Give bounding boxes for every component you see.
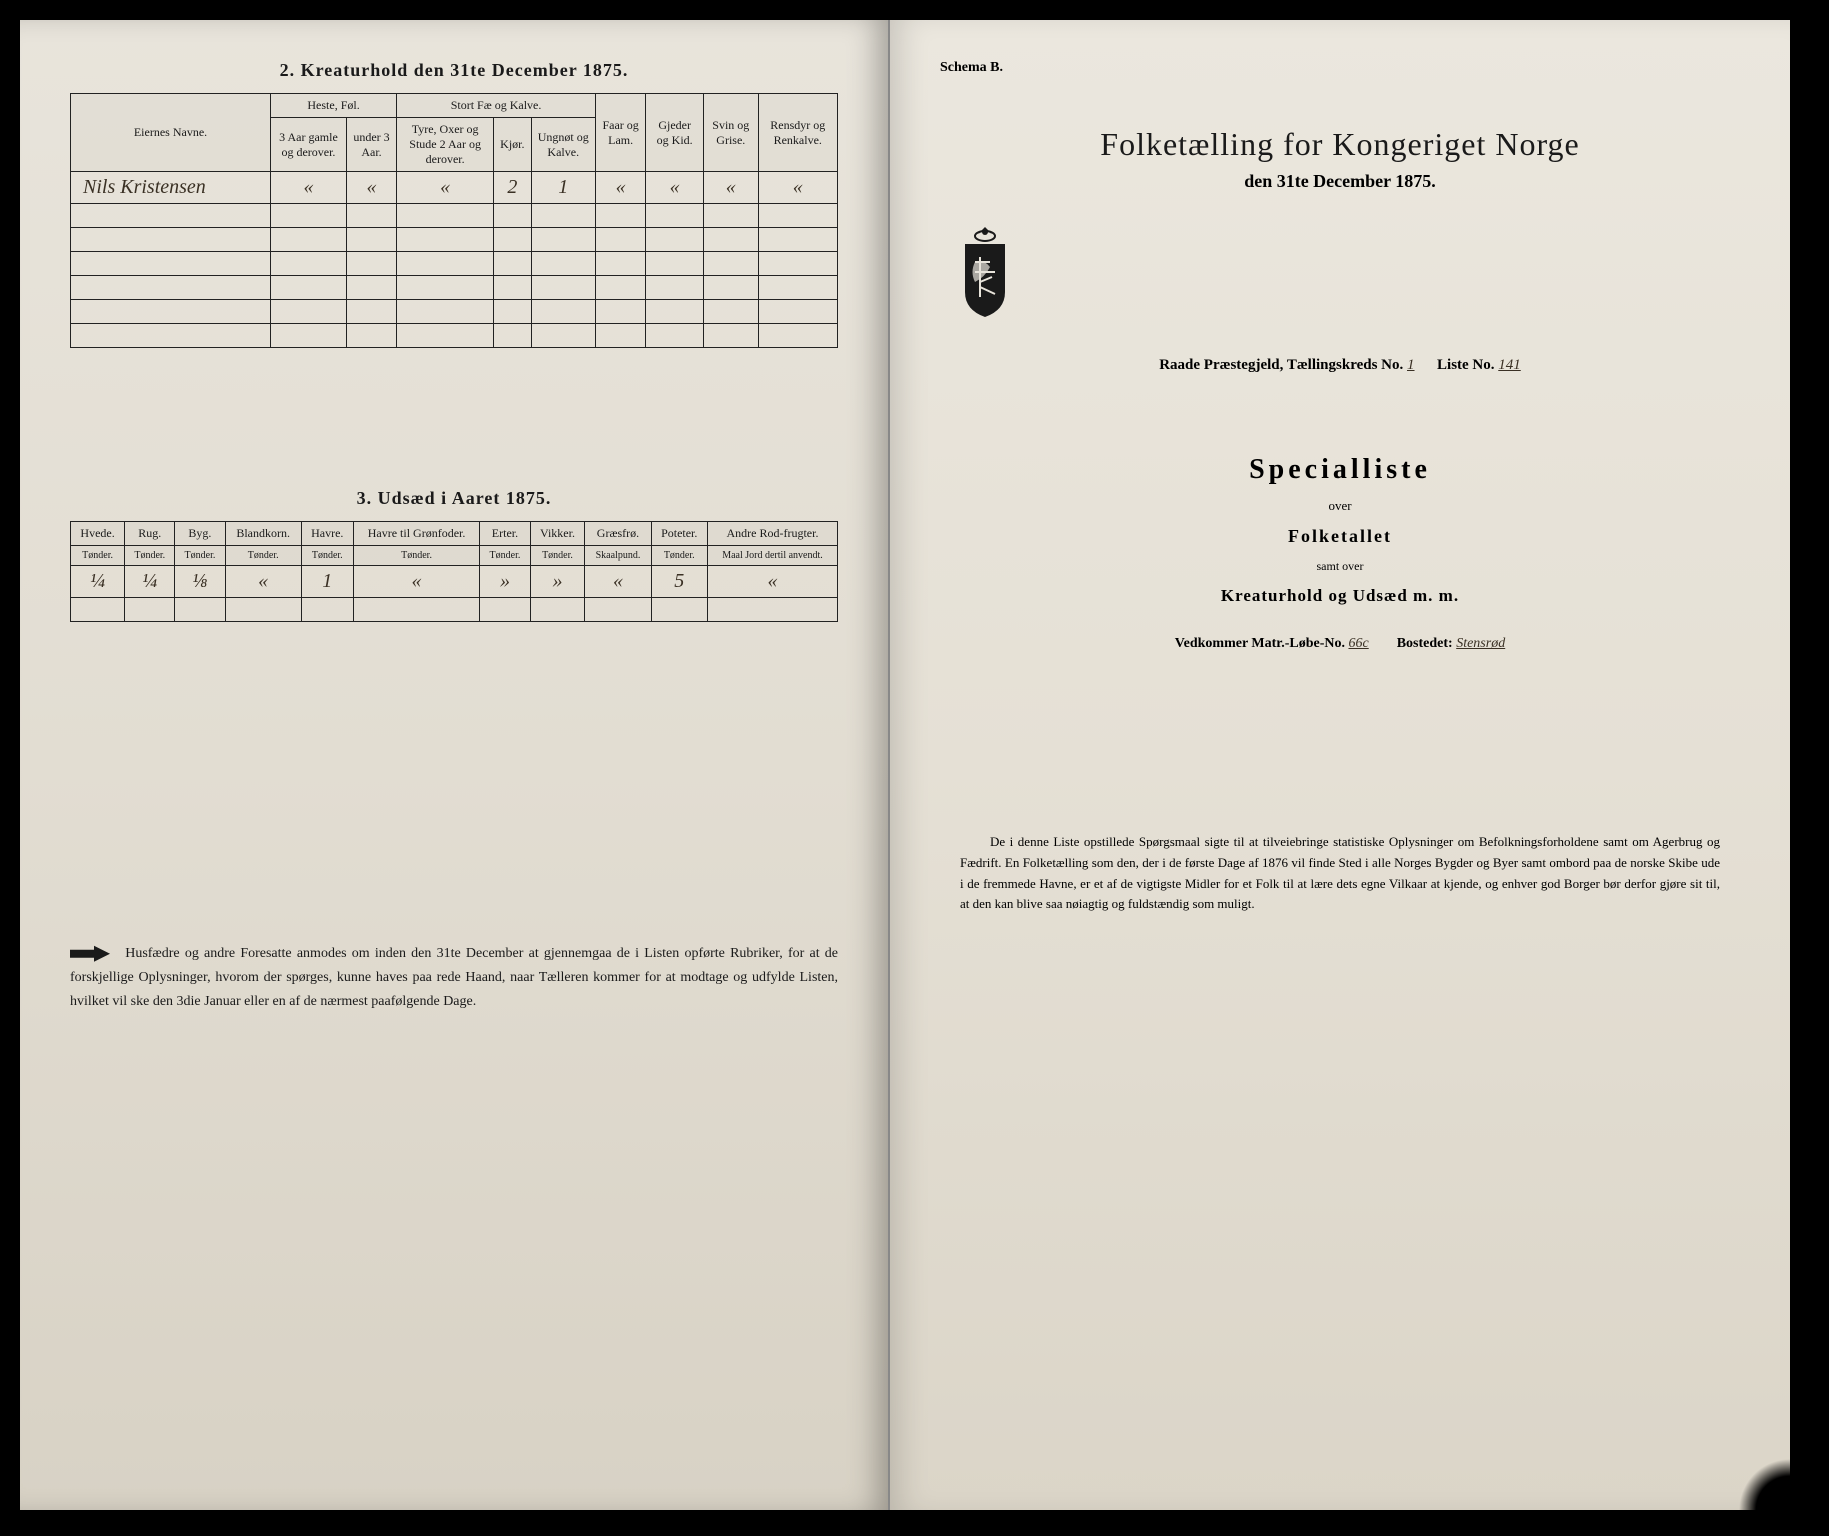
cell: « — [585, 566, 651, 598]
cell: ⅛ — [175, 566, 225, 598]
matr-prefix: Vedkommer Matr.-Løbe-No. — [1175, 636, 1345, 651]
table-row — [71, 252, 838, 276]
matr-line: Vedkommer Matr.-Løbe-No. 66c Bostedet: S… — [940, 636, 1740, 652]
folketallet: Folketallet — [940, 526, 1740, 547]
cell: « — [704, 172, 758, 204]
cell: 1 — [531, 172, 595, 204]
info-line: Raade Præstegjeld, Tællingskreds No. 1 L… — [940, 357, 1740, 374]
unit: Tønder. — [353, 546, 480, 566]
table-row — [71, 300, 838, 324]
left-page: 2. Kreaturhold den 31te December 1875. E… — [20, 20, 890, 1510]
owner-name: Nils Kristensen — [71, 172, 271, 204]
col: Rug. — [125, 522, 175, 546]
cell: » — [530, 566, 585, 598]
unit: Skaalpund. — [585, 546, 651, 566]
table-kreaturhold: Eiernes Navne. Heste, Føl. Stort Fæ og K… — [70, 93, 838, 348]
cell: « — [646, 172, 704, 204]
sub-stort3: Ungnøt og Kalve. — [531, 118, 595, 172]
main-title: Folketælling for Kongeriget Norge — [940, 126, 1740, 163]
cell: « — [596, 172, 646, 204]
schema-label: Schema B. — [940, 60, 1740, 76]
cell: « — [758, 172, 837, 204]
sub-heste1: 3 Aar gamle og derover. — [271, 118, 347, 172]
col: Blandkorn. — [225, 522, 301, 546]
cell: « — [346, 172, 396, 204]
unit: Tønder. — [530, 546, 585, 566]
right-page: Schema B. Folketælling for Kongeriget No… — [890, 20, 1790, 1510]
table-row — [71, 204, 838, 228]
table-unit-row: Tønder. Tønder. Tønder. Tønder. Tønder. … — [71, 546, 838, 566]
right-footer: De i denne Liste opstillede Spørgsmaal s… — [940, 832, 1740, 915]
unit: Tønder. — [480, 546, 530, 566]
cell: 2 — [494, 172, 531, 204]
liste-prefix: Liste No. — [1437, 357, 1495, 373]
info-prefix: Raade Præstegjeld, Tællingskreds No. — [1159, 357, 1403, 373]
cell: « — [271, 172, 347, 204]
cell: ¼ — [125, 566, 175, 598]
footer-text: Husfædre og andre Foresatte anmodes om i… — [70, 946, 838, 1009]
sub-stort1: Tyre, Oxer og Stude 2 Aar og derover. — [397, 118, 494, 172]
col: Erter. — [480, 522, 530, 546]
liste-no: 141 — [1498, 357, 1521, 373]
kreatur-line: Kreaturhold og Udsæd m. m. — [940, 586, 1740, 606]
col-faar: Faar og Lam. — [596, 94, 646, 172]
cell: « — [353, 566, 480, 598]
bosted-prefix: Bostedet: — [1397, 636, 1453, 651]
cell: « — [397, 172, 494, 204]
col-svin: Svin og Grise. — [704, 94, 758, 172]
table-row: ¼ ¼ ⅛ « 1 « » » « 5 « — [71, 566, 838, 598]
unit: Tønder. — [175, 546, 225, 566]
table-row — [71, 228, 838, 252]
unit: Tønder. — [125, 546, 175, 566]
cell: « — [225, 566, 301, 598]
group-stort: Stort Fæ og Kalve. — [397, 94, 596, 118]
section3-title: 3. Udsæd i Aaret 1875. — [70, 488, 838, 509]
bosted: Stensrød — [1456, 636, 1505, 651]
col: Byg. — [175, 522, 225, 546]
samt: samt over — [940, 559, 1740, 574]
crest-icon — [940, 222, 1030, 322]
col: Vikker. — [530, 522, 585, 546]
sub-heste2: under 3 Aar. — [346, 118, 396, 172]
table-row — [71, 276, 838, 300]
sub-title: den 31te December 1875. — [940, 171, 1740, 192]
col: Andre Rod-frugter. — [707, 522, 837, 546]
special-title: Specialliste — [940, 454, 1740, 486]
col: Havre til Grønfoder. — [353, 522, 480, 546]
unit: Maal Jord dertil anvendt. — [707, 546, 837, 566]
unit: Tønder. — [301, 546, 353, 566]
col: Havre. — [301, 522, 353, 546]
table-header-row: Hvede. Rug. Byg. Blandkorn. Havre. Havre… — [71, 522, 838, 546]
col: Græsfrø. — [585, 522, 651, 546]
col-rensdyr: Rensdyr og Renkalve. — [758, 94, 837, 172]
unit: Tønder. — [71, 546, 125, 566]
sub-stort2: Kjør. — [494, 118, 531, 172]
matr-no: 66c — [1348, 636, 1368, 651]
table-row — [71, 324, 838, 348]
cell: « — [707, 566, 837, 598]
pointing-hand-icon — [70, 944, 110, 964]
left-footer: Husfædre og andre Foresatte anmodes om i… — [70, 942, 838, 1013]
unit: Tønder. — [651, 546, 707, 566]
group-heste: Heste, Føl. — [271, 94, 397, 118]
table-row — [71, 598, 838, 622]
kreds-no: 1 — [1407, 357, 1415, 373]
cell: » — [480, 566, 530, 598]
col: Hvede. — [71, 522, 125, 546]
over-text: over — [940, 498, 1740, 514]
col-eier: Eiernes Navne. — [71, 94, 271, 172]
cell: ¼ — [71, 566, 125, 598]
book-spread: 2. Kreaturhold den 31te December 1875. E… — [20, 20, 1790, 1510]
unit: Tønder. — [225, 546, 301, 566]
table-udsaed: Hvede. Rug. Byg. Blandkorn. Havre. Havre… — [70, 521, 838, 622]
cell: 1 — [301, 566, 353, 598]
table-row: Nils Kristensen « « « 2 1 « « « « — [71, 172, 838, 204]
col: Poteter. — [651, 522, 707, 546]
cell: 5 — [651, 566, 707, 598]
section2-title: 2. Kreaturhold den 31te December 1875. — [70, 60, 838, 81]
col-gjeder: Gjeder og Kid. — [646, 94, 704, 172]
